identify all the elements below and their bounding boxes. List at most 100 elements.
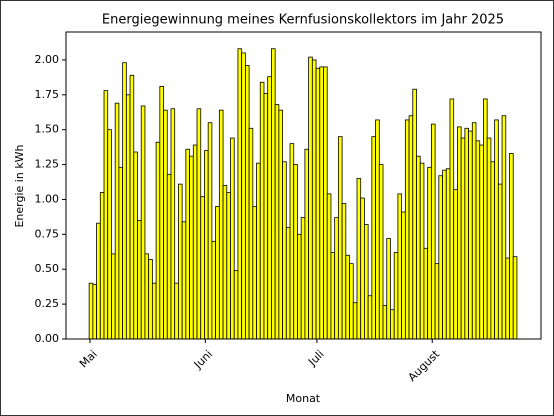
y-tick-label: 1.25 — [35, 158, 60, 171]
bar — [189, 155, 194, 340]
bar — [144, 253, 150, 340]
y-axis-label: Energie in kWh — [13, 144, 26, 227]
bar — [159, 86, 164, 340]
bar — [311, 59, 317, 340]
bar — [259, 81, 265, 340]
bar — [114, 102, 120, 340]
bar — [137, 219, 142, 340]
bar — [475, 140, 481, 340]
bar — [427, 166, 432, 340]
bar — [218, 109, 224, 340]
bar — [248, 127, 254, 340]
bar — [323, 66, 328, 340]
bar — [222, 185, 228, 340]
bar — [471, 122, 477, 340]
bar — [341, 203, 347, 340]
bar — [278, 109, 283, 340]
bar — [397, 193, 403, 340]
bar — [178, 183, 183, 340]
bar — [174, 282, 179, 340]
bar — [96, 222, 101, 340]
bar — [256, 162, 261, 340]
bar — [509, 153, 514, 340]
y-tick-label: 1.50 — [35, 123, 60, 136]
bar — [155, 141, 161, 340]
bar — [226, 192, 231, 340]
bar — [125, 94, 131, 340]
bar — [453, 189, 458, 340]
y-tick-label: 0.00 — [35, 332, 60, 345]
bar — [460, 137, 466, 340]
bar — [181, 221, 187, 340]
bar — [122, 62, 127, 340]
bar — [360, 197, 365, 340]
bar — [148, 259, 153, 340]
bar — [345, 254, 350, 340]
bar — [233, 270, 239, 340]
bar — [170, 108, 176, 340]
bar — [244, 65, 250, 340]
bar — [293, 164, 298, 340]
bar — [483, 98, 488, 340]
bar — [282, 161, 287, 340]
bar — [501, 115, 507, 340]
bar — [505, 257, 510, 340]
plot-frame — [65, 31, 542, 340]
bar — [111, 253, 116, 340]
bar — [304, 148, 310, 340]
bar — [297, 233, 302, 340]
bar — [271, 48, 276, 340]
bar — [308, 56, 313, 340]
bar — [364, 224, 369, 340]
y-tick-label: 0.25 — [35, 297, 60, 310]
bar — [494, 119, 499, 340]
bar — [185, 148, 190, 340]
bar — [166, 173, 172, 340]
bar — [349, 263, 354, 340]
bar — [285, 226, 291, 340]
bar — [88, 282, 94, 340]
bar — [330, 252, 336, 340]
bar — [129, 74, 135, 340]
bar — [230, 137, 235, 340]
bar — [393, 252, 399, 340]
bar — [430, 123, 436, 340]
bar — [163, 109, 168, 340]
bar — [497, 183, 503, 340]
bar — [99, 192, 105, 340]
bar — [371, 136, 376, 340]
y-tick-label: 0.50 — [35, 262, 60, 275]
bar — [204, 150, 209, 340]
bar — [512, 256, 518, 340]
bar — [274, 104, 280, 340]
bar — [416, 155, 421, 340]
bar — [200, 196, 205, 340]
y-tick-label: 1.75 — [35, 88, 60, 101]
bar — [468, 130, 473, 340]
bar — [215, 206, 220, 340]
bar — [434, 263, 440, 340]
bar — [315, 67, 321, 340]
bar — [386, 238, 391, 340]
bar — [326, 193, 332, 340]
bar — [486, 137, 492, 340]
y-tick-label: 0.75 — [35, 227, 60, 240]
bar — [404, 119, 410, 340]
bar — [118, 166, 124, 340]
bar — [464, 127, 469, 340]
bar — [252, 206, 257, 340]
bar — [151, 282, 157, 340]
x-axis-label: Monat — [286, 392, 321, 405]
chart-title: Energiegewinnung meines Kernfusionskolle… — [102, 13, 504, 28]
bar — [263, 93, 269, 340]
bar — [457, 126, 462, 340]
bar — [337, 136, 343, 340]
bar — [92, 284, 97, 340]
bar — [445, 168, 451, 340]
bar — [352, 302, 358, 340]
bar — [490, 161, 496, 340]
bar — [408, 115, 414, 340]
bar — [479, 144, 484, 340]
bar — [382, 305, 388, 340]
